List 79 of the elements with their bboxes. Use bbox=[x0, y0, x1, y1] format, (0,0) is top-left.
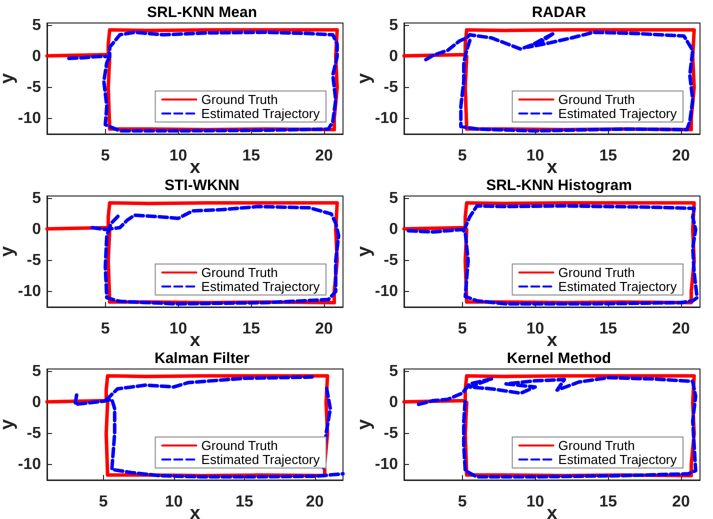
legend-label: Estimated Trajectory bbox=[558, 106, 678, 121]
y-tick-label: -5 bbox=[384, 424, 398, 442]
x-axis-title: x bbox=[546, 330, 558, 351]
legend-label: Estimated Trajectory bbox=[558, 279, 678, 294]
x-axis-title: x bbox=[546, 157, 558, 178]
x-axis-title: x bbox=[546, 503, 558, 519]
y-tick-label: 0 bbox=[389, 48, 398, 65]
x-tick-label: 10 bbox=[164, 494, 183, 510]
x-tick-label: 10 bbox=[526, 320, 544, 338]
y-tick-label: -10 bbox=[18, 110, 42, 127]
y-tick-label: 5 bbox=[32, 190, 42, 207]
line-series bbox=[90, 204, 340, 306]
y-tick-label: -5 bbox=[26, 252, 42, 269]
x-tick-label: 15 bbox=[599, 148, 618, 164]
y-tick-label: 5 bbox=[389, 362, 398, 380]
legend-label: Ground Truth bbox=[558, 265, 635, 280]
x-tick-label: 5 bbox=[100, 320, 110, 338]
x-tick-label: 5 bbox=[98, 494, 108, 510]
y-tick-label: -10 bbox=[18, 456, 42, 473]
y-tick-label: 0 bbox=[32, 220, 42, 238]
y-tick-label: 5 bbox=[389, 190, 398, 207]
chart-title: Kalman Filter bbox=[154, 350, 250, 367]
y-tick-label: -5 bbox=[384, 78, 398, 96]
x-tick-label: 20 bbox=[672, 148, 690, 164]
chart-title: SRL-KNN Histogram bbox=[486, 177, 632, 194]
x-tick-label: 15 bbox=[599, 494, 618, 510]
y-tick-label: 5 bbox=[389, 16, 398, 34]
y-axis-title: y bbox=[0, 246, 18, 257]
legend-label: Ground Truth bbox=[558, 438, 635, 453]
chart-title: STI-WKNN bbox=[164, 177, 240, 194]
x-axis-title: x bbox=[190, 157, 201, 178]
x-tick-label: 5 bbox=[458, 148, 467, 164]
x-tick-label: 20 bbox=[315, 148, 334, 164]
x-axis-title: x bbox=[190, 330, 201, 351]
y-tick-label: 0 bbox=[32, 48, 42, 65]
y-tick-label: -10 bbox=[374, 110, 398, 127]
x-tick-label: 15 bbox=[242, 148, 260, 164]
x-tick-label: 20 bbox=[672, 320, 690, 338]
y-axis-title: y bbox=[0, 72, 18, 84]
y-tick-label: -5 bbox=[26, 78, 42, 96]
legend-label: Ground Truth bbox=[558, 92, 635, 107]
legend-label: Ground Truth bbox=[201, 92, 278, 107]
y-tick-label: -10 bbox=[18, 282, 42, 300]
x-tick-label: 10 bbox=[169, 148, 188, 164]
x-tick-label: 10 bbox=[526, 494, 544, 510]
legend-label: Ground Truth bbox=[201, 438, 278, 453]
legend-label: Estimated Trajectory bbox=[201, 452, 320, 467]
x-tick-label: 10 bbox=[526, 148, 544, 164]
y-tick-label: -10 bbox=[374, 456, 398, 473]
x-tick-label: 20 bbox=[315, 320, 334, 338]
y-tick-label: 0 bbox=[389, 394, 398, 411]
x-tick-label: 5 bbox=[458, 320, 467, 338]
x-tick-label: 15 bbox=[242, 320, 260, 338]
x-tick-label: 15 bbox=[599, 320, 618, 338]
legend-label: Ground Truth bbox=[201, 265, 278, 280]
y-tick-label: 0 bbox=[389, 220, 398, 238]
y-tick-label: 5 bbox=[32, 362, 42, 380]
legend-label: Estimated Trajectory bbox=[201, 106, 320, 121]
y-tick-label: 0 bbox=[32, 394, 42, 411]
chart-title: RADAR bbox=[532, 4, 586, 21]
y-tick-label: -5 bbox=[26, 424, 42, 442]
y-tick-label: -5 bbox=[384, 252, 398, 269]
legend-label: Estimated Trajectory bbox=[558, 452, 678, 467]
x-tick-label: 10 bbox=[169, 320, 188, 338]
x-tick-label: 15 bbox=[235, 494, 254, 510]
y-axis-title: y bbox=[354, 246, 375, 257]
x-tick-label: 5 bbox=[100, 148, 110, 164]
x-tick-label: 5 bbox=[458, 494, 467, 510]
y-axis-title: y bbox=[0, 418, 18, 430]
y-tick-label: -10 bbox=[374, 282, 398, 300]
y-axis-title: y bbox=[354, 72, 375, 84]
chart-title: SRL-KNN Mean bbox=[146, 4, 258, 21]
legend-label: Estimated Trajectory bbox=[201, 279, 320, 294]
x-tick-label: 20 bbox=[672, 494, 690, 510]
y-tick-label: 5 bbox=[32, 16, 42, 34]
y-axis-title: y bbox=[354, 418, 375, 430]
chart-title: Kernel Method bbox=[506, 350, 612, 367]
x-axis-title: x bbox=[190, 503, 201, 519]
x-tick-label: 20 bbox=[306, 494, 324, 510]
